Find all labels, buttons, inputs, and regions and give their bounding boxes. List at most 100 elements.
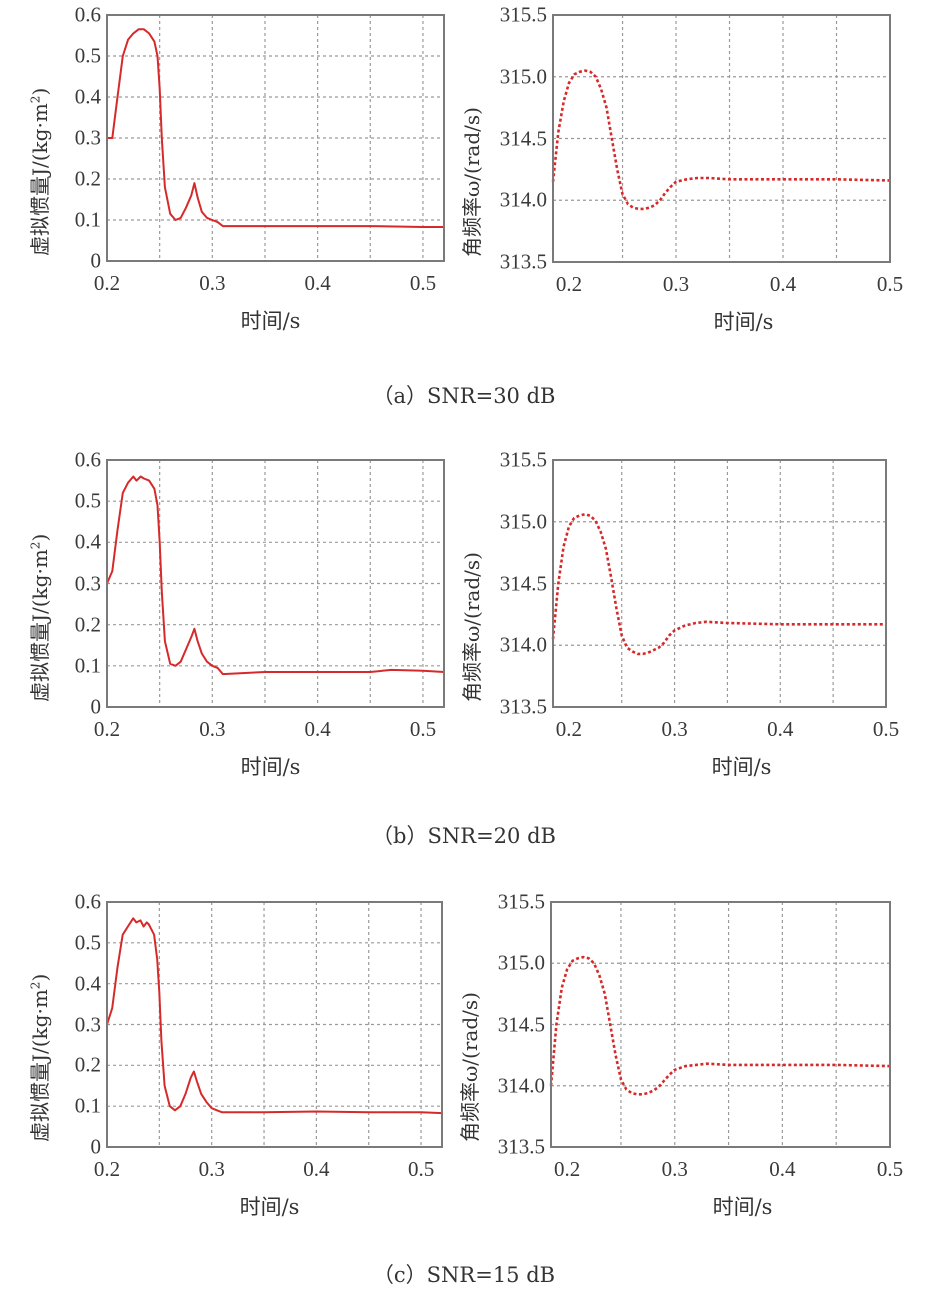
x-tick-label: 0.3 [661,1157,688,1181]
caption-b-prefix: （b） [372,824,428,848]
x-tick-label: 0.5 [409,271,437,295]
x-tick-label: 0.3 [199,271,226,295]
plot-area [106,14,445,262]
x-tick-label: 0.4 [303,1157,330,1181]
y-tick-label: 314.0 [499,187,547,212]
caption-a-text: SNR=30 dB [427,384,556,408]
x-tick-label: 0.3 [199,717,226,741]
data-line [107,28,444,228]
x-axis-label: 时间/s [240,309,301,333]
plot-frame [106,901,443,1148]
x-tick-label: 0.2 [93,271,121,295]
caption-c-prefix: （c） [372,1263,427,1287]
chart-c-frequency: 313.5 314.0 314.5 315.0 315.5 0.2 0.3 0.4 0.5 时间/… [458,890,903,1220]
y-tick-label: 315.5 [499,2,547,27]
x-axis-label: 时间/s [713,310,774,334]
y-tick-label: 0.6 [74,447,101,472]
plot-area [106,901,443,1148]
x-axis-label: 时间/s [712,1195,773,1219]
x-axis-label: 时间/s [239,1195,300,1219]
plot-frame [552,14,891,263]
x-tick-label: 0.2 [554,1157,581,1181]
y-tick-label: 315.0 [499,509,547,534]
plot-frame [552,459,887,708]
y-tick-label: 0.5 [74,930,101,955]
chart-c-inertia: 0 0.1 0.2 0.3 0.4 0.5 0.6 0.2 0.3 0.4 0.5 时间/s 虚拟惯量J… [28,890,443,1219]
y-tick-label: 0.3 [74,125,101,150]
caption-a: （a）SNR=30 dB [0,380,928,410]
plot-area [551,14,891,263]
x-tick-label: 0.4 [769,1157,796,1181]
y-tick-label: 0.1 [74,653,101,678]
y-tick-label: 315.0 [497,950,545,975]
x-tick-label: 0.2 [93,717,121,741]
chart-a-inertia: 0 0.1 0.2 0.3 0.4 0.5 0.6 0.2 0.3 0.4 0.5 时间/s 虚拟惯量J… [28,3,445,333]
y-tick-label: 0.3 [74,1012,101,1036]
x-axis-label: 时间/s [240,755,301,779]
y-tick-label: 0.2 [74,612,101,637]
x-tick-label: 0.5 [876,1157,904,1181]
x-tick-label: 0.5 [872,717,900,741]
x-tick-label: 0.5 [409,717,437,741]
x-tick-label: 0.2 [555,717,582,741]
x-tick-label: 0.4 [767,717,794,741]
y-tick-label: 314.0 [497,1073,545,1098]
y-tick-label: 0.5 [74,43,101,68]
x-tick-label: 0.2 [93,1157,121,1181]
y-tick-label: 313.5 [499,694,547,719]
data-line [551,69,891,211]
plot-frame [106,459,445,708]
y-tick-label: 315.5 [497,889,545,914]
data-line [549,955,891,1096]
x-axis-label: 时间/s [711,755,772,779]
x-tick-label: 0.3 [661,717,688,741]
caption-c-text: SNR=15 dB [426,1263,556,1287]
y-tick-label: 0.1 [74,1093,101,1118]
y-tick-label: 0.5 [74,488,101,513]
chart-a-frequency: 313.5 314.0 314.5 315.0 315.5 0.2 0.3 0.4 0.5 时间/… [460,3,903,335]
x-tick-label: 0.4 [304,271,331,295]
y-tick-label: 314.5 [499,126,547,150]
plot-area [549,901,891,1148]
data-line [551,512,886,656]
x-tick-label: 0.4 [304,717,331,741]
y-tick-label: 0.4 [74,971,101,996]
y-tick-label: 0 [90,248,102,273]
x-tick-label: 0.4 [769,272,797,296]
panel-b: 0 0.1 0.2 0.3 0.4 0.5 0.6 0.2 0.3 0.4 0.5 时间/s 虚拟惯量J… [28,448,899,849]
y-tick-label: 314.0 [499,632,547,657]
chart-b-inertia: 0 0.1 0.2 0.3 0.4 0.5 0.6 0.2 0.3 0.4 0.5 时间/s 虚拟惯量J… [28,448,445,779]
y-tick-label: 315.0 [499,64,547,89]
x-tick-label: 0.3 [198,1157,225,1181]
y-tick-label: 313.5 [499,249,547,274]
y-tick-label: 0.3 [74,571,101,595]
y-tick-label: 0 [90,1134,102,1159]
caption-c: （c）SNR=15 dB [0,1259,928,1289]
y-tick-label: 0.1 [74,207,101,232]
y-tick-label: 0.2 [74,166,101,191]
chart-b-frequency: 313.5 314.0 314.5 315.0 315.5 0.2 0.3 0.4 0.5 时间/… [460,448,899,780]
y-tick-label: 0.4 [74,529,101,554]
data-line [106,475,445,676]
y-tick-label: 315.5 [499,447,547,472]
y-tick-label: 0 [90,694,102,719]
x-tick-label: 0.5 [407,1157,435,1181]
x-tick-label: 0.3 [662,272,690,296]
plot-area [551,459,887,708]
y-axis-label: 角频率ω/(rad/s) [458,992,482,1142]
caption-b-text: SNR=20 dB [427,824,556,848]
y-tick-label: 0.2 [74,1052,101,1077]
plot-frame [550,901,891,1148]
y-tick-label: 314.5 [497,1012,545,1036]
y-axis-label: 虚拟惯量J/(kg·m2) [28,973,52,1142]
y-tick-label: 0.4 [74,84,101,109]
y-tick-label: 0.6 [74,2,101,27]
data-line [106,917,443,1115]
plot-area [106,459,445,708]
plot-frame [106,14,445,262]
x-tick-label: 0.2 [555,272,583,296]
y-tick-label: 314.5 [499,571,547,595]
y-tick-label: 0.6 [74,889,101,914]
x-tick-label: 0.5 [876,272,904,296]
